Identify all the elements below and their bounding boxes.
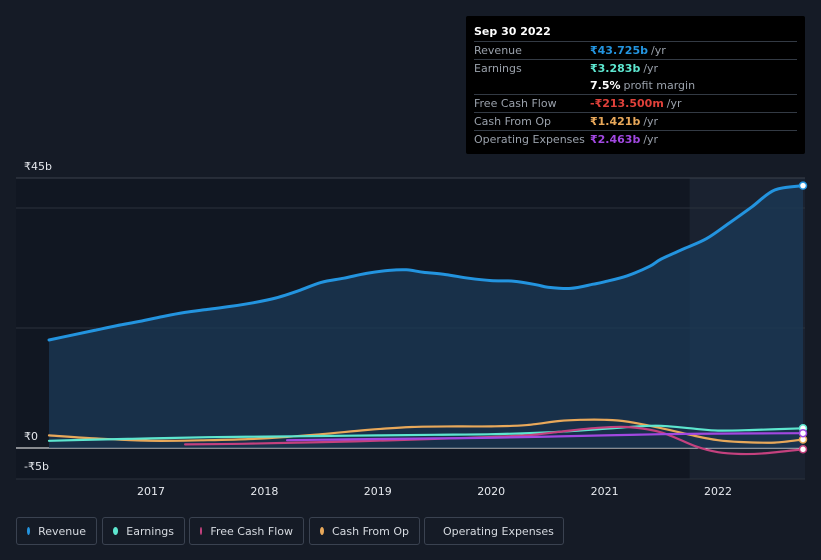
legend-item-free-cash-flow[interactable]: Free Cash Flow [189, 517, 304, 545]
legend-dot-icon [27, 527, 31, 535]
legend-dot-icon [320, 527, 324, 535]
x-tick-label: 2018 [250, 485, 278, 498]
legend-item-earnings[interactable]: Earnings [102, 517, 185, 545]
tooltip-date: Sep 30 2022 [474, 25, 551, 38]
tooltip-label: Cash From Op [474, 115, 552, 128]
series-end-point-free-cash-flow [798, 445, 808, 454]
tooltip-row-profit-margin: 7.5% profit margin [474, 77, 797, 94]
series-layer [47, 181, 808, 456]
tooltip-unit: /yr [650, 44, 666, 57]
x-tick-label: 2021 [591, 485, 619, 498]
tooltip-row-cash-from-op: Cash From Op ₹1.421b /yr [474, 112, 797, 130]
revenue-area [49, 185, 803, 448]
series-line-free-cash-flow [184, 425, 805, 456]
tooltip-value: ₹3.283b [590, 62, 641, 75]
tooltip: Sep 30 2022 Revenue ₹43.725b /yr Earning… [466, 16, 805, 154]
tooltip-label: Revenue [474, 44, 522, 57]
y-tick-label-top: ₹45b [24, 160, 52, 173]
series-end-point-operating-expenses [798, 428, 808, 438]
legend-label: Free Cash Flow [210, 524, 293, 538]
x-tick-label: 2019 [364, 485, 392, 498]
tooltip-value: ₹43.725b [590, 44, 648, 57]
tooltip-unit: /yr [643, 133, 659, 146]
tooltip-value: ₹2.463b [590, 133, 641, 146]
tooltip-label: Operating Expenses [474, 133, 585, 146]
legend-label: Operating Expenses [443, 524, 554, 538]
legend-dot-icon [113, 527, 119, 535]
y-tick-label-bottom: -₹5b [24, 460, 49, 473]
series-end-point-revenue [798, 181, 808, 190]
tooltip-row-earnings: Earnings ₹3.283b /yr [474, 59, 797, 77]
series-line-revenue [47, 184, 805, 342]
x-tick-label: 2022 [704, 485, 732, 498]
series-line-earnings [47, 424, 805, 442]
legend-item-operating-expenses[interactable]: Operating Expenses [424, 517, 564, 545]
tooltip-unit: profit margin [623, 79, 696, 92]
legend-item-revenue[interactable]: Revenue [16, 517, 97, 545]
legend-label: Cash From Op [331, 524, 409, 538]
x-axis-ticks: 2017 2018 2019 2020 2021 2022 [137, 485, 732, 498]
legend-label: Revenue [38, 524, 86, 538]
series-line-operating-expenses [286, 432, 805, 442]
tooltip-value: ₹1.421b [590, 115, 641, 128]
tooltip-row-revenue: Revenue ₹43.725b /yr [474, 41, 797, 59]
tooltip-label: Earnings [474, 62, 522, 75]
series-line-cash-from-op [47, 418, 805, 444]
legend-label: Earnings [126, 524, 174, 538]
tooltip-row-operating-expenses: Operating Expenses ₹2.463b /yr [474, 130, 797, 148]
tooltip-value: 7.5% [590, 79, 621, 92]
tooltip-unit: /yr [666, 97, 682, 110]
y-tick-label-zero: ₹0 [24, 430, 38, 443]
tooltip-row-free-cash-flow: Free Cash Flow -₹213.500m /yr [474, 94, 797, 112]
legend-item-cash-from-op[interactable]: Cash From Op [309, 517, 420, 545]
tooltip-value: -₹213.500m [590, 97, 664, 110]
tooltip-unit: /yr [643, 62, 659, 75]
x-tick-label: 2017 [137, 485, 165, 498]
x-tick-label: 2020 [477, 485, 505, 498]
tooltip-unit: /yr [643, 115, 659, 128]
legend-dot-icon [200, 527, 203, 535]
tooltip-label: Free Cash Flow [474, 97, 557, 110]
